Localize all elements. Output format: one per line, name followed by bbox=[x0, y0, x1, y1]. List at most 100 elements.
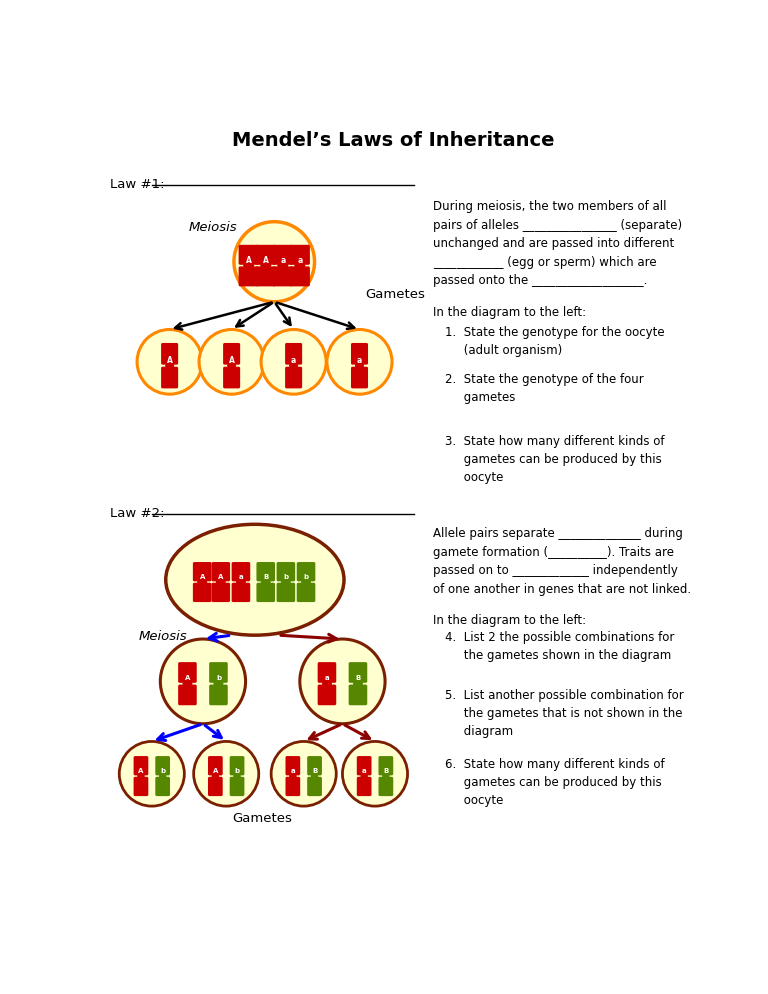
Text: B: B bbox=[312, 768, 317, 774]
FancyBboxPatch shape bbox=[155, 776, 170, 796]
Ellipse shape bbox=[353, 681, 363, 687]
Ellipse shape bbox=[260, 580, 271, 584]
FancyBboxPatch shape bbox=[223, 367, 240, 389]
Ellipse shape bbox=[166, 524, 344, 635]
Text: Law #1:: Law #1: bbox=[110, 178, 169, 191]
Text: B: B bbox=[356, 675, 360, 682]
Ellipse shape bbox=[277, 262, 288, 268]
Text: 1.  State the genotype for the oocyte
     (adult organism): 1. State the genotype for the oocyte (ad… bbox=[445, 326, 664, 357]
Text: a: a bbox=[280, 256, 286, 265]
FancyBboxPatch shape bbox=[209, 662, 228, 683]
FancyBboxPatch shape bbox=[349, 685, 367, 706]
Ellipse shape bbox=[159, 773, 167, 779]
Text: Allele pairs separate ______________ during
gamete formation (__________). Trait: Allele pairs separate ______________ dur… bbox=[433, 528, 691, 595]
Circle shape bbox=[137, 329, 202, 395]
Text: a: a bbox=[291, 356, 296, 365]
Ellipse shape bbox=[227, 363, 236, 369]
FancyBboxPatch shape bbox=[307, 776, 322, 796]
Ellipse shape bbox=[165, 363, 174, 369]
FancyBboxPatch shape bbox=[211, 562, 230, 581]
Text: 6.  State how many different kinds of
     gametes can be produced by this
     : 6. State how many different kinds of gam… bbox=[445, 758, 664, 807]
FancyBboxPatch shape bbox=[256, 266, 276, 286]
Ellipse shape bbox=[355, 363, 364, 369]
Circle shape bbox=[161, 639, 246, 724]
Text: Gametes: Gametes bbox=[233, 812, 293, 825]
Circle shape bbox=[300, 639, 385, 724]
FancyBboxPatch shape bbox=[155, 756, 170, 775]
FancyBboxPatch shape bbox=[273, 266, 293, 286]
Text: A: A bbox=[138, 768, 144, 774]
Ellipse shape bbox=[289, 363, 298, 369]
FancyBboxPatch shape bbox=[296, 562, 316, 581]
Text: b: b bbox=[216, 675, 221, 682]
Text: a: a bbox=[290, 768, 295, 774]
FancyBboxPatch shape bbox=[257, 582, 275, 602]
FancyBboxPatch shape bbox=[273, 245, 293, 264]
FancyBboxPatch shape bbox=[230, 756, 244, 775]
FancyBboxPatch shape bbox=[239, 245, 259, 264]
Text: a: a bbox=[362, 768, 366, 774]
Circle shape bbox=[119, 742, 184, 806]
Text: A: A bbox=[200, 575, 205, 580]
FancyBboxPatch shape bbox=[232, 582, 250, 602]
Text: 3.  State how many different kinds of
     gametes can be produced by this
     : 3. State how many different kinds of gam… bbox=[445, 435, 664, 484]
Text: 2.  State the genotype of the four
     gametes: 2. State the genotype of the four gamete… bbox=[445, 374, 644, 405]
FancyBboxPatch shape bbox=[178, 662, 197, 683]
Text: A: A bbox=[167, 356, 173, 365]
Text: a: a bbox=[297, 256, 303, 265]
FancyBboxPatch shape bbox=[285, 343, 302, 365]
Text: a: a bbox=[325, 675, 329, 682]
Ellipse shape bbox=[236, 580, 246, 584]
Text: B: B bbox=[383, 768, 389, 774]
FancyBboxPatch shape bbox=[211, 582, 230, 602]
FancyBboxPatch shape bbox=[349, 662, 367, 683]
Text: In the diagram to the left:: In the diagram to the left: bbox=[433, 613, 586, 626]
Ellipse shape bbox=[382, 773, 389, 779]
Circle shape bbox=[271, 742, 336, 806]
FancyBboxPatch shape bbox=[357, 756, 372, 775]
FancyBboxPatch shape bbox=[286, 776, 300, 796]
FancyBboxPatch shape bbox=[286, 756, 300, 775]
FancyBboxPatch shape bbox=[232, 562, 250, 581]
FancyBboxPatch shape bbox=[193, 582, 211, 602]
Ellipse shape bbox=[197, 580, 207, 584]
Text: In the diagram to the left:: In the diagram to the left: bbox=[433, 306, 586, 319]
Circle shape bbox=[343, 742, 408, 806]
Text: A: A bbox=[246, 256, 252, 265]
FancyBboxPatch shape bbox=[276, 582, 295, 602]
FancyBboxPatch shape bbox=[256, 245, 276, 264]
FancyBboxPatch shape bbox=[257, 562, 275, 581]
Ellipse shape bbox=[137, 773, 144, 779]
Text: Meiosis: Meiosis bbox=[139, 630, 187, 643]
Ellipse shape bbox=[233, 773, 241, 779]
FancyBboxPatch shape bbox=[276, 562, 295, 581]
Circle shape bbox=[261, 329, 326, 395]
FancyBboxPatch shape bbox=[379, 756, 393, 775]
FancyBboxPatch shape bbox=[208, 776, 223, 796]
Ellipse shape bbox=[183, 681, 193, 687]
Text: 5.  List another possible combination for
     the gametes that is not shown in : 5. List another possible combination for… bbox=[445, 689, 684, 739]
Ellipse shape bbox=[260, 262, 271, 268]
Text: A: A bbox=[218, 575, 223, 580]
Ellipse shape bbox=[214, 681, 223, 687]
Ellipse shape bbox=[211, 773, 219, 779]
Ellipse shape bbox=[322, 681, 332, 687]
Text: a: a bbox=[239, 575, 243, 580]
FancyBboxPatch shape bbox=[290, 245, 310, 264]
Text: a: a bbox=[357, 356, 362, 365]
FancyBboxPatch shape bbox=[351, 343, 368, 365]
FancyBboxPatch shape bbox=[209, 685, 228, 706]
FancyBboxPatch shape bbox=[134, 776, 148, 796]
Text: A: A bbox=[229, 356, 234, 365]
FancyBboxPatch shape bbox=[239, 266, 259, 286]
Ellipse shape bbox=[311, 773, 318, 779]
FancyBboxPatch shape bbox=[134, 756, 148, 775]
Text: A: A bbox=[213, 768, 218, 774]
Ellipse shape bbox=[301, 580, 311, 584]
FancyBboxPatch shape bbox=[290, 266, 310, 286]
FancyBboxPatch shape bbox=[296, 582, 316, 602]
FancyBboxPatch shape bbox=[285, 367, 302, 389]
Text: Gametes: Gametes bbox=[366, 288, 425, 301]
FancyBboxPatch shape bbox=[379, 776, 393, 796]
Ellipse shape bbox=[289, 773, 296, 779]
